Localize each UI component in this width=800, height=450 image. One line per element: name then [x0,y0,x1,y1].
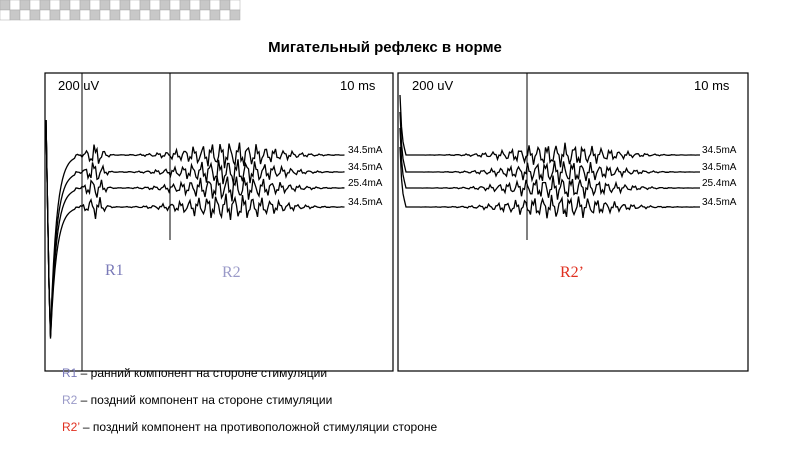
pattern-square [99,9,111,21]
pattern-square [9,9,21,21]
pattern-square [29,0,41,11]
pattern-square [229,0,241,11]
right-panel: 200 uV 10 ms [397,72,749,372]
trace [45,119,345,338]
pattern-square [0,0,11,11]
legend-item: R2 – поздний компонент на стороне стимул… [62,393,332,407]
pattern-square [69,9,81,21]
pattern-square [59,0,71,11]
pattern-square [49,0,61,11]
pattern-square [209,9,221,21]
trace-label: 34.5mA [348,197,383,208]
pattern-square [229,9,241,21]
pattern-square [219,0,231,11]
time-label: 10 ms [694,78,730,93]
pattern-square [119,0,131,11]
amplitude-label: 200 uV [58,78,100,93]
pattern-square [179,0,191,11]
legend-text: – ранний компонент на стороне стимуляции [77,366,327,380]
pattern-square [139,0,151,11]
trace [45,119,345,339]
corner-pattern [0,0,241,21]
pattern-square [169,9,181,21]
pattern-square [29,9,41,21]
trace [399,146,700,219]
pattern-square [9,0,21,11]
slide-title: Мигательный рефлекс в норме [268,39,502,56]
legend-key: R1 [62,366,78,380]
trace-label: 34.5mA [702,162,737,173]
pattern-square [49,9,61,21]
left-panel: 200 uV 10 ms [44,72,394,372]
trace [45,119,345,335]
trace-label: 34.5mA [702,145,737,156]
pattern-square [179,9,191,21]
pattern-square [79,0,91,11]
pattern-square [0,9,11,21]
trace [45,119,345,336]
pattern-square [109,0,121,11]
pattern-square [199,0,211,11]
legend-text: – поздний компонент на стороне стимуляци… [77,393,332,407]
trace [399,127,700,200]
panel-frame [44,72,394,372]
pattern-square [19,0,31,11]
trace-label: 25.4mA [348,178,383,189]
legend-key: R2 [62,393,78,407]
pattern-square [79,9,91,21]
pattern-square [149,0,161,11]
pattern-square [189,0,201,11]
pattern-square [199,9,211,21]
pattern-square [189,9,201,21]
pattern-square [59,9,71,21]
trace-label: 34.5mA [348,145,383,156]
legend-key: R2’ [62,420,80,434]
pattern-square [99,0,111,11]
marker-r2prime: R2’ [560,264,584,281]
trace [399,94,700,168]
panel-frame [397,72,749,372]
pattern-square [209,0,221,11]
pattern-square [119,9,131,21]
legend: R1 – ранний компонент на стороне стимуля… [62,366,438,434]
amplitude-label: 200 uV [412,78,454,93]
trace-label: 25.4mA [702,178,737,189]
traces: 34.5mA 34.5mA 25.4mA 34.5mA 34.5mA 34.5mA 25.4… [45,94,737,339]
marker-r1: R1 [105,262,124,279]
trace-label: 34.5mA [702,197,737,208]
pattern-square [69,0,81,11]
legend-text: – поздний компонент на противоположной с… [80,420,438,434]
pattern-square [89,9,101,21]
pattern-square [159,0,171,11]
pattern-square [39,9,51,21]
pattern-square [39,0,51,11]
pattern-square [219,9,231,21]
legend-item: R1 – ранний компонент на стороне стимуля… [62,366,327,380]
pattern-square [109,9,121,21]
pattern-square [129,0,141,11]
pattern-square [149,9,161,21]
pattern-square [169,0,181,11]
pattern-square [139,9,151,21]
pattern-square [159,9,171,21]
marker-r2: R2 [222,264,241,281]
trace [399,111,700,185]
pattern-square [129,9,141,21]
time-label: 10 ms [340,78,376,93]
pattern-square [19,9,31,21]
trace-label: 34.5mA [348,162,383,173]
legend-item: R2’ – поздний компонент на противоположн… [62,420,438,434]
pattern-square [89,0,101,11]
